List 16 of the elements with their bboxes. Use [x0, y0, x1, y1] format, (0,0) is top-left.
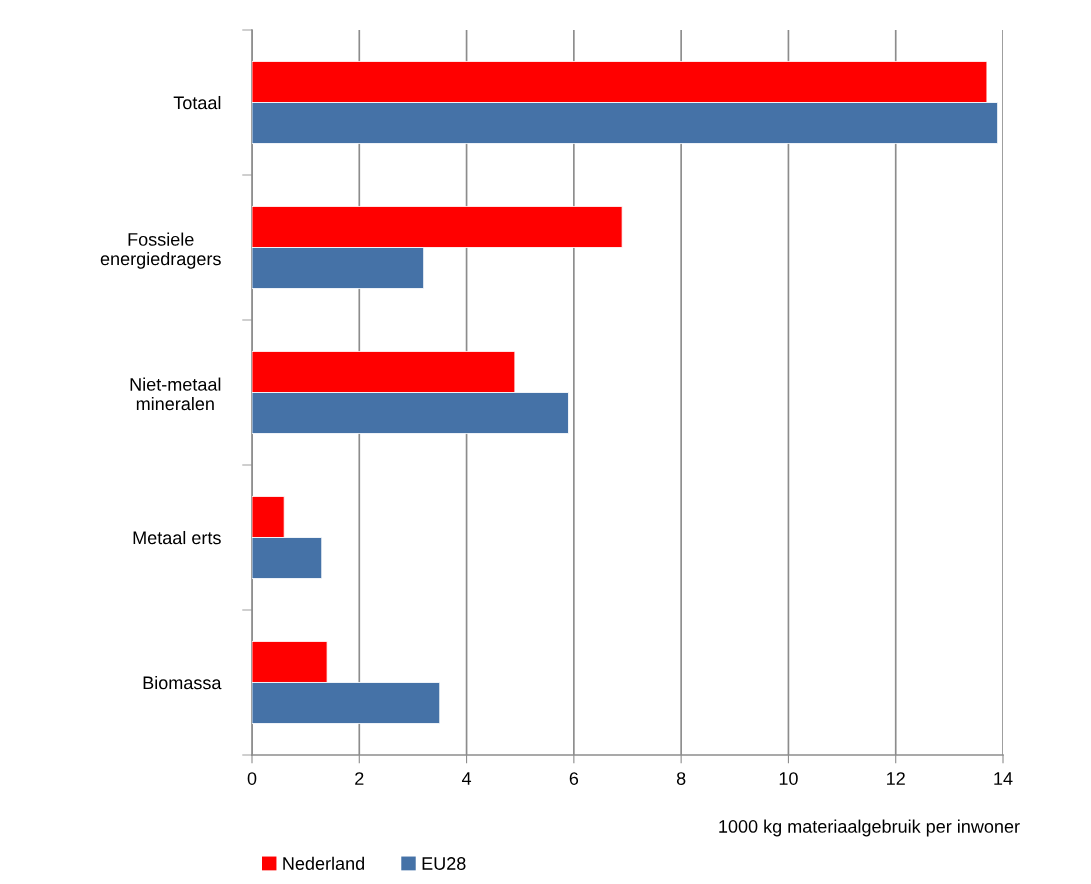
legend-label: Nederland: [283, 856, 365, 870]
x-tick-label: 10: [779, 772, 798, 785]
x-tick-label: 2: [355, 772, 364, 785]
x-tick-label: 14: [994, 772, 1013, 785]
x-tick-label: 0: [247, 772, 257, 785]
y-tick-label: Biomassa: [143, 675, 222, 690]
x-axis-title: 1000 kg materiaalgebruik per inwoner: [719, 819, 1020, 837]
legend-label: EU28: [422, 857, 466, 870]
y-tick-label: Totaal: [173, 95, 221, 110]
y-tick-label: Metaal erts: [133, 530, 221, 545]
y-tick-label: Fossiele energiedragers: [100, 232, 221, 269]
x-tick-label: 12: [887, 772, 905, 785]
y-tick-label: Niet-metaal mineralen: [130, 377, 221, 411]
x-tick-label: 4: [461, 772, 472, 785]
x-tick-label: 8: [676, 772, 686, 785]
x-tick-label: 6: [569, 772, 579, 785]
